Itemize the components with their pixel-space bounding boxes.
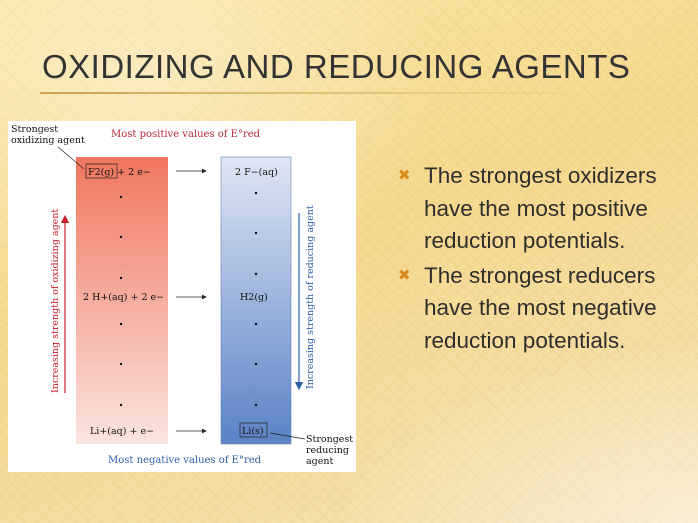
reduction-potential-figure: Strongest oxidizing agent Most positive … (8, 121, 356, 472)
bullet-item: ✖ The strongest oxidizers have the most … (398, 160, 688, 258)
reducer-pointer (269, 432, 306, 440)
figure-svg: Strongest oxidizing agent Most positive … (11, 124, 353, 467)
oxidizing-column (76, 157, 168, 444)
oxidizer-pointer (57, 146, 85, 170)
title-underline (40, 92, 600, 94)
row1-left: F2(g) + 2 e− (88, 167, 151, 178)
top-header: Most positive values of E°red (111, 129, 261, 140)
reducing-column (220, 156, 292, 445)
bullet-item: ✖ The strongest reducers have the most n… (398, 260, 688, 358)
bullet-text: The strongest reducers have the most neg… (424, 262, 657, 353)
row2-left: 2 H+(aq) + 2 e− (83, 292, 164, 303)
left-axis-label: Increasing strength of oxidizing agent (50, 209, 61, 393)
row3-right: Li(s) (242, 426, 264, 437)
x-mark-icon: ✖ (398, 167, 411, 184)
slide-title: OXIDIZING AND REDUCING AGENTS (42, 48, 631, 85)
x-mark-icon: ✖ (398, 266, 411, 284)
strongest-reducer-label-1: Strongest (306, 434, 353, 445)
row1-right: 2 F−(aq) (235, 167, 278, 178)
strongest-oxidizer-label-2: oxidizing agent (11, 135, 85, 146)
bottom-header: Most negative values of E°red (108, 455, 262, 466)
f2-box (85, 163, 118, 179)
bullet-text: The strongest oxidizers have the most po… (424, 163, 657, 253)
strongest-oxidizer-label-1: Strongest (11, 124, 58, 135)
row3-left: Li+(aq) + e− (90, 426, 154, 437)
li-box (239, 422, 268, 438)
row2-right: H2(g) (240, 292, 268, 303)
strongest-reducer-label-2: reducing (306, 445, 349, 456)
bullet-list: ✖ The strongest oxidizers have the most … (398, 160, 688, 359)
strongest-reducer-label-3: agent (306, 456, 333, 467)
ellipsis-dots (119, 191, 258, 407)
right-axis-label: Increasing strength of reducing agent (305, 205, 316, 389)
